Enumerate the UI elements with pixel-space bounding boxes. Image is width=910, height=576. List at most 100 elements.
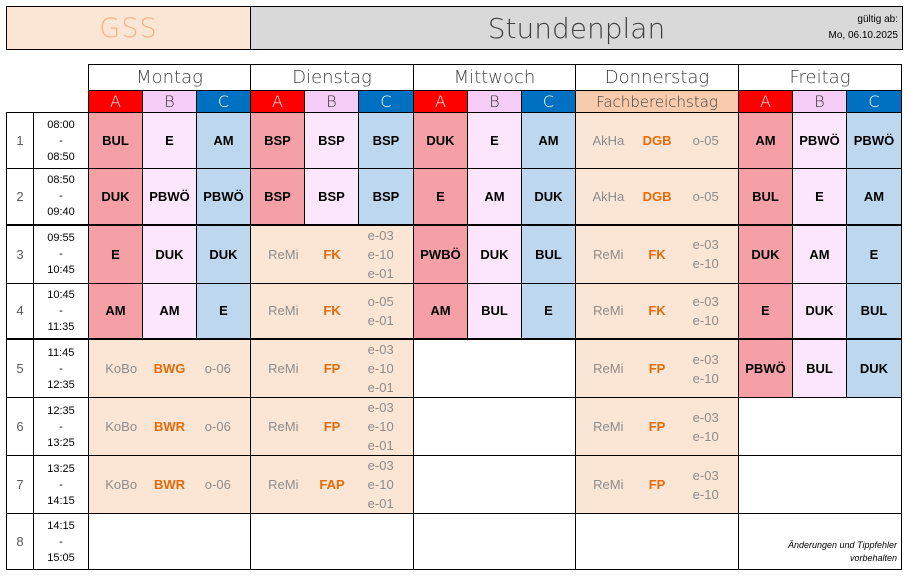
period-time: 09:55-10:45: [33, 224, 89, 284]
period-row: 7 13:25-14:15 KoBo BWR o-06 ReMi FAP e-0…: [6, 455, 902, 514]
period-time: 08:50-09:40: [33, 168, 89, 226]
subject: FK: [648, 246, 666, 262]
subject: FP: [648, 361, 666, 376]
combined-lesson: ReMi FK e-03 e-10 e-01: [250, 224, 414, 284]
combined-lesson: ReMi FP e-03 e-10: [575, 397, 739, 456]
subject: FP: [648, 477, 666, 492]
room: o-06: [204, 477, 231, 492]
subject: FK: [323, 303, 341, 319]
combined-lesson: AkHa DGB o-05: [575, 168, 739, 226]
rooms: e-03 e-10: [692, 237, 719, 271]
teacher: KoBo: [105, 477, 138, 492]
rooms: e-03 e-10: [692, 293, 719, 328]
lesson-cell: E: [846, 224, 902, 284]
lesson-cell: BSP: [304, 112, 359, 169]
lesson-cell: E: [792, 168, 847, 226]
lesson-cell: DUK: [738, 224, 793, 284]
group-b-header: B: [142, 90, 197, 113]
teacher: KoBo: [105, 361, 138, 376]
lesson-cell: AM: [467, 168, 522, 226]
subject: DGB: [642, 188, 672, 204]
rooms: e-03 e-10 e-01: [367, 342, 394, 395]
title-bar: Stundenplan gültig ab: Mo, 06.10.2025: [251, 6, 903, 50]
combined-lesson: ReMi FK e-03 e-10: [575, 282, 739, 340]
timetable: Montag Dienstag Mittwoch Donnerstag Frei…: [6, 64, 902, 570]
group-a-header: A: [250, 90, 305, 113]
teacher: ReMi: [593, 303, 624, 319]
rooms: e-03 e-10: [692, 409, 719, 444]
lesson-cell: BSP: [358, 168, 414, 226]
combined-lesson: ReMi FP e-03 e-10 e-01: [250, 397, 414, 456]
subject: FK: [323, 246, 341, 262]
period-time: 10:45-11:35: [33, 282, 89, 340]
lesson-cell: DUK: [792, 282, 847, 340]
day-header-tuesday: Dienstag: [250, 64, 414, 91]
lesson-cell: PBWÖ: [738, 338, 793, 398]
empty-cell: [738, 397, 902, 456]
lesson-cell: BUL: [792, 338, 847, 398]
period-row: 2 08:50-09:40 DUK PBWÖ PBWÖ BSP BSP BSP …: [6, 168, 902, 226]
lesson-cell: PBWÖ: [142, 168, 197, 226]
empty-cell: [738, 455, 902, 514]
day-header-wednesday: Mittwoch: [413, 64, 576, 91]
period-time: 14:15-15:05: [33, 513, 89, 570]
rooms: o-05 e-01: [367, 293, 394, 328]
empty-cell: [413, 455, 576, 514]
lesson-cell: AM: [521, 112, 576, 169]
period-number: 4: [6, 282, 34, 340]
teacher: AkHa: [592, 133, 625, 148]
subject: BWG: [153, 361, 186, 376]
lesson-cell: BSP: [358, 112, 414, 169]
valid-date: Mo, 06.10.2025: [828, 30, 899, 41]
subject: BWR: [153, 477, 186, 492]
lesson-cell: BUL: [467, 282, 522, 340]
empty-cell: [413, 397, 576, 456]
lesson-cell: BSP: [250, 168, 305, 226]
teacher: ReMi: [268, 419, 299, 434]
subject: FP: [323, 361, 341, 376]
group-b-header: B: [304, 90, 359, 113]
lesson-cell: PWBÖ: [413, 224, 468, 284]
period-number: 8: [6, 513, 34, 570]
rooms: e-03 e-10 e-01: [367, 227, 394, 281]
teacher: KoBo: [105, 419, 138, 434]
group-b-header: B: [467, 90, 522, 113]
day-header-thursday: Donnerstag: [575, 64, 739, 91]
room: o-06: [204, 361, 231, 376]
lesson-cell: AM: [142, 282, 197, 340]
lesson-cell: AM: [88, 282, 143, 340]
lesson-cell: DUK: [521, 168, 576, 226]
lesson-cell: BSP: [304, 168, 359, 226]
period-number: 1: [6, 112, 34, 169]
school-logo: GSS: [6, 6, 251, 50]
page-title: Stundenplan: [487, 11, 666, 45]
lesson-cell: DUK: [413, 112, 468, 169]
period-row: 1 08:00-08:50 BUL E AM BSP BSP BSP DUK E…: [6, 112, 902, 169]
valid-label: gültig ab:: [857, 14, 898, 25]
lesson-cell: PBWÖ: [792, 112, 847, 169]
period-number: 2: [6, 168, 34, 226]
lesson-cell: DUK: [88, 168, 143, 226]
lesson-cell: DUK: [142, 224, 197, 284]
lesson-cell: BUL: [88, 112, 143, 169]
period-row: 6 12:35-13:25 KoBo BWR o-06 ReMi FP e-03…: [6, 397, 902, 456]
day-header-friday: Freitag: [738, 64, 902, 91]
subject: BWR: [153, 419, 186, 434]
rooms: e-03 e-10: [692, 351, 719, 386]
lesson-cell: BSP: [250, 112, 305, 169]
lesson-cell: AM: [413, 282, 468, 340]
period-number: 7: [6, 455, 34, 514]
empty-cell: [413, 338, 576, 398]
combined-lesson: ReMi FAP e-03 e-10 e-01: [250, 455, 414, 514]
teacher: ReMi: [593, 246, 624, 262]
period-time: 11:45-12:35: [33, 338, 89, 398]
group-c-header: C: [521, 90, 576, 113]
teacher: ReMi: [593, 361, 624, 376]
valid-from: gültig ab: Mo, 06.10.2025: [829, 12, 899, 44]
combined-lesson: KoBo BWR o-06: [88, 397, 251, 456]
period-row: 8 14:15-15:05 Änderungen und Tippfehler v…: [6, 513, 902, 570]
fachbereichstag-header: Fachbereichstag: [575, 90, 739, 113]
header: GSS Stundenplan gültig ab: Mo, 06.10.202…: [6, 6, 903, 50]
combined-lesson: ReMi FK e-03 e-10: [575, 224, 739, 284]
lesson-cell: E: [467, 112, 522, 169]
